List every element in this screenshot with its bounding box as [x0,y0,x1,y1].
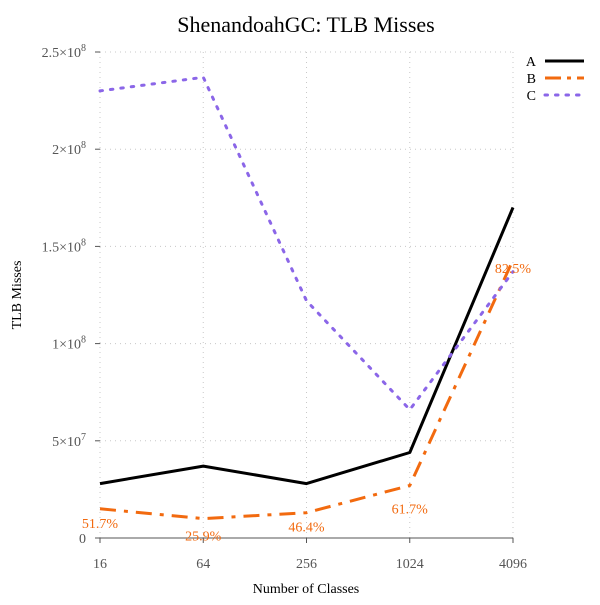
y-axis-label: TLB Misses [10,261,25,330]
legend: ABC [526,55,586,104]
grid [99,51,514,538]
x-tick-label: 256 [296,557,317,572]
series-line-a [99,206,515,486]
x-tick-label: 1024 [396,557,424,572]
chart-title: ShenandoahGC: TLB Misses [177,12,434,37]
series-line-b [99,259,515,521]
y-tick-label: 1.5×108 [42,237,86,255]
legend-label-c: C [527,89,536,104]
legend-label-b: B [527,72,536,87]
data-label: 61.7% [392,503,429,518]
x-axis-ticks: 16 64 256 1024 4096 [93,538,527,572]
data-label: 51.7% [82,517,119,532]
data-label: 25.9% [185,530,222,545]
x-tick-label: 16 [93,557,107,572]
series [98,75,515,521]
y-tick-label: 1×108 [52,335,86,353]
y-tick-label: 0 [79,532,86,547]
data-label: 46.4% [288,521,325,536]
y-tick-label: 2.5×108 [42,43,86,61]
y-tick-label: 5×107 [52,432,86,450]
series-line-c [98,75,515,412]
data-label: 82.5% [495,262,532,277]
x-tick-label: 4096 [499,557,527,572]
x-tick-label: 64 [196,557,210,572]
y-axis-ticks: 0 5×107 1×108 1.5×108 2×108 2.5×108 [42,43,100,547]
y-tick-label: 2×108 [52,140,86,158]
legend-label-a: A [526,55,537,70]
data-labels: 51.7% 25.9% 46.4% 61.7% 82.5% [82,262,532,545]
x-axis-label: Number of Classes [253,582,360,597]
